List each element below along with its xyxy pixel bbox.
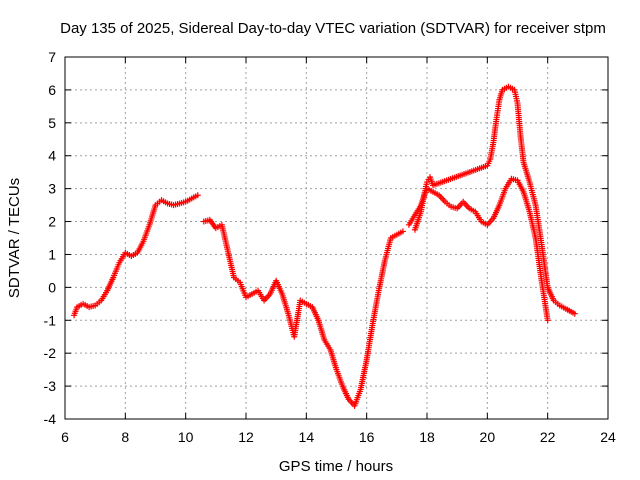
grid-layer bbox=[65, 57, 608, 419]
y-tick-label: -4 bbox=[44, 411, 57, 427]
x-tick-label: 6 bbox=[61, 429, 69, 445]
x-tick-label: 22 bbox=[540, 429, 556, 445]
y-tick-label: -1 bbox=[44, 312, 57, 328]
data-layer bbox=[71, 83, 578, 409]
y-tick-label: 6 bbox=[48, 82, 56, 98]
x-tick-label: 24 bbox=[600, 429, 616, 445]
chart-title: Day 135 of 2025, Sidereal Day-to-day VTE… bbox=[60, 20, 606, 37]
y-tick-label: 7 bbox=[48, 49, 56, 65]
x-tick-label: 20 bbox=[480, 429, 496, 445]
data-point bbox=[571, 310, 578, 317]
x-tick-label: 14 bbox=[299, 429, 315, 445]
y-tick-label: -3 bbox=[44, 378, 57, 394]
x-tick-label: 16 bbox=[359, 429, 375, 445]
x-tick-label: 10 bbox=[178, 429, 194, 445]
x-axis-title: GPS time / hours bbox=[279, 458, 393, 475]
x-tick-label: 18 bbox=[419, 429, 435, 445]
y-tick-label: 1 bbox=[48, 246, 56, 262]
y-tick-label: 5 bbox=[48, 115, 56, 131]
plot-frame bbox=[64, 56, 609, 420]
data-point bbox=[399, 228, 406, 235]
data-point bbox=[544, 317, 551, 324]
x-tick-label: 12 bbox=[238, 429, 254, 445]
y-axis-title: SDTVAR / TECUs bbox=[6, 178, 23, 298]
y-tick-label: 2 bbox=[48, 214, 56, 230]
y-tick-label: 4 bbox=[48, 148, 56, 164]
y-tick-label: 0 bbox=[48, 279, 56, 295]
y-tick-label: 3 bbox=[48, 181, 56, 197]
data-point bbox=[194, 192, 201, 199]
y-tick-label: -2 bbox=[44, 345, 57, 361]
x-tick-label: 8 bbox=[121, 429, 129, 445]
